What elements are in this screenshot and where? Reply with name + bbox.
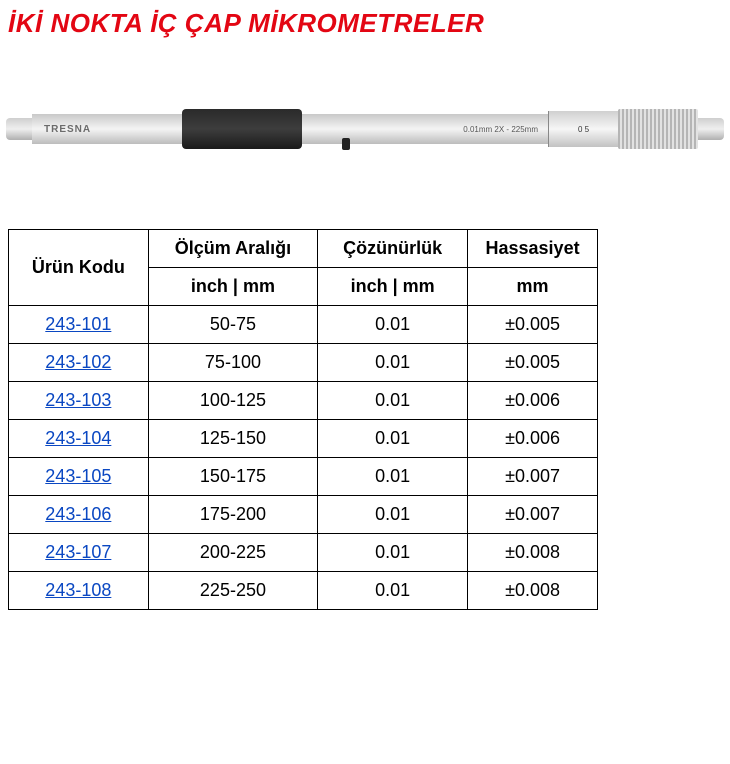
table-row: 243-103 100-1250.01±0.006 xyxy=(9,382,598,420)
table-row: 243-107 200-2250.01±0.008 xyxy=(9,534,598,572)
cell-code: 243-108 xyxy=(9,572,149,610)
product-image: TRESNA 0.01mm 2X - 225mm 0 5 xyxy=(6,69,724,189)
cell-resolution: 0.01 xyxy=(318,572,468,610)
cell-range: 225-250 xyxy=(148,572,318,610)
cell-range: 50-75 xyxy=(148,306,318,344)
table-row: 243-106 175-2000.01±0.007 xyxy=(9,496,598,534)
header-resolution: Çözünürlük xyxy=(318,230,468,268)
micrometer-shaft-brand: TRESNA xyxy=(32,114,182,144)
cell-resolution: 0.01 xyxy=(318,420,468,458)
subheader-accuracy-unit: mm xyxy=(468,268,598,306)
cell-range: 200-225 xyxy=(148,534,318,572)
product-code-link[interactable]: 243-105 xyxy=(45,466,111,486)
micrometer-shaft-scale: 0.01mm 2X - 225mm xyxy=(302,114,548,144)
product-code-link[interactable]: 243-106 xyxy=(45,504,111,524)
cell-code: 243-104 xyxy=(9,420,149,458)
cell-accuracy: ±0.005 xyxy=(468,306,598,344)
product-code-link[interactable]: 243-108 xyxy=(45,580,111,600)
cell-code: 243-107 xyxy=(9,534,149,572)
cell-accuracy: ±0.008 xyxy=(468,572,598,610)
cell-code: 243-101 xyxy=(9,306,149,344)
product-code-link[interactable]: 243-104 xyxy=(45,428,111,448)
cell-range: 100-125 xyxy=(148,382,318,420)
cell-resolution: 0.01 xyxy=(318,306,468,344)
subheader-resolution-unit: inch | mm xyxy=(318,268,468,306)
product-code-link[interactable]: 243-101 xyxy=(45,314,111,334)
table-row: 243-102 75-1000.01±0.005 xyxy=(9,344,598,382)
micrometer-lock-screw xyxy=(342,138,350,150)
cell-resolution: 0.01 xyxy=(318,458,468,496)
cell-code: 243-105 xyxy=(9,458,149,496)
cell-accuracy: ±0.008 xyxy=(468,534,598,572)
cell-accuracy: ±0.007 xyxy=(468,496,598,534)
micrometer-marking: 0.01mm 2X - 225mm xyxy=(463,125,538,134)
cell-resolution: 0.01 xyxy=(318,382,468,420)
cell-resolution: 0.01 xyxy=(318,344,468,382)
product-code-link[interactable]: 243-102 xyxy=(45,352,111,372)
cell-code: 243-106 xyxy=(9,496,149,534)
product-code-link[interactable]: 243-107 xyxy=(45,542,111,562)
table-row: 243-101 50-750.01±0.005 xyxy=(9,306,598,344)
page-title: İKİ NOKTA İÇ ÇAP MİKROMETRELER xyxy=(8,8,724,39)
cell-range: 175-200 xyxy=(148,496,318,534)
micrometer-tip-left xyxy=(6,118,32,140)
cell-accuracy: ±0.005 xyxy=(468,344,598,382)
header-code: Ürün Kodu xyxy=(9,230,149,306)
micrometer-tip-right xyxy=(698,118,724,140)
spec-table: Ürün Kodu Ölçüm Aralığı Çözünürlük Hassa… xyxy=(8,229,598,610)
product-code-link[interactable]: 243-103 xyxy=(45,390,111,410)
micrometer-thimble-knurl xyxy=(618,109,698,149)
subheader-range-unit: inch | mm xyxy=(148,268,318,306)
micrometer-thimble-scale: 0 5 xyxy=(548,111,618,147)
cell-resolution: 0.01 xyxy=(318,534,468,572)
header-accuracy: Hassasiyet xyxy=(468,230,598,268)
micrometer-grip xyxy=(182,109,302,149)
cell-accuracy: ±0.006 xyxy=(468,420,598,458)
table-row: 243-108 225-2500.01±0.008 xyxy=(9,572,598,610)
cell-accuracy: ±0.007 xyxy=(468,458,598,496)
header-range: Ölçüm Aralığı xyxy=(148,230,318,268)
cell-range: 125-150 xyxy=(148,420,318,458)
cell-range: 150-175 xyxy=(148,458,318,496)
cell-accuracy: ±0.006 xyxy=(468,382,598,420)
cell-code: 243-102 xyxy=(9,344,149,382)
table-row: 243-105 150-1750.01±0.007 xyxy=(9,458,598,496)
table-row: 243-104 125-1500.01±0.006 xyxy=(9,420,598,458)
cell-code: 243-103 xyxy=(9,382,149,420)
cell-resolution: 0.01 xyxy=(318,496,468,534)
cell-range: 75-100 xyxy=(148,344,318,382)
